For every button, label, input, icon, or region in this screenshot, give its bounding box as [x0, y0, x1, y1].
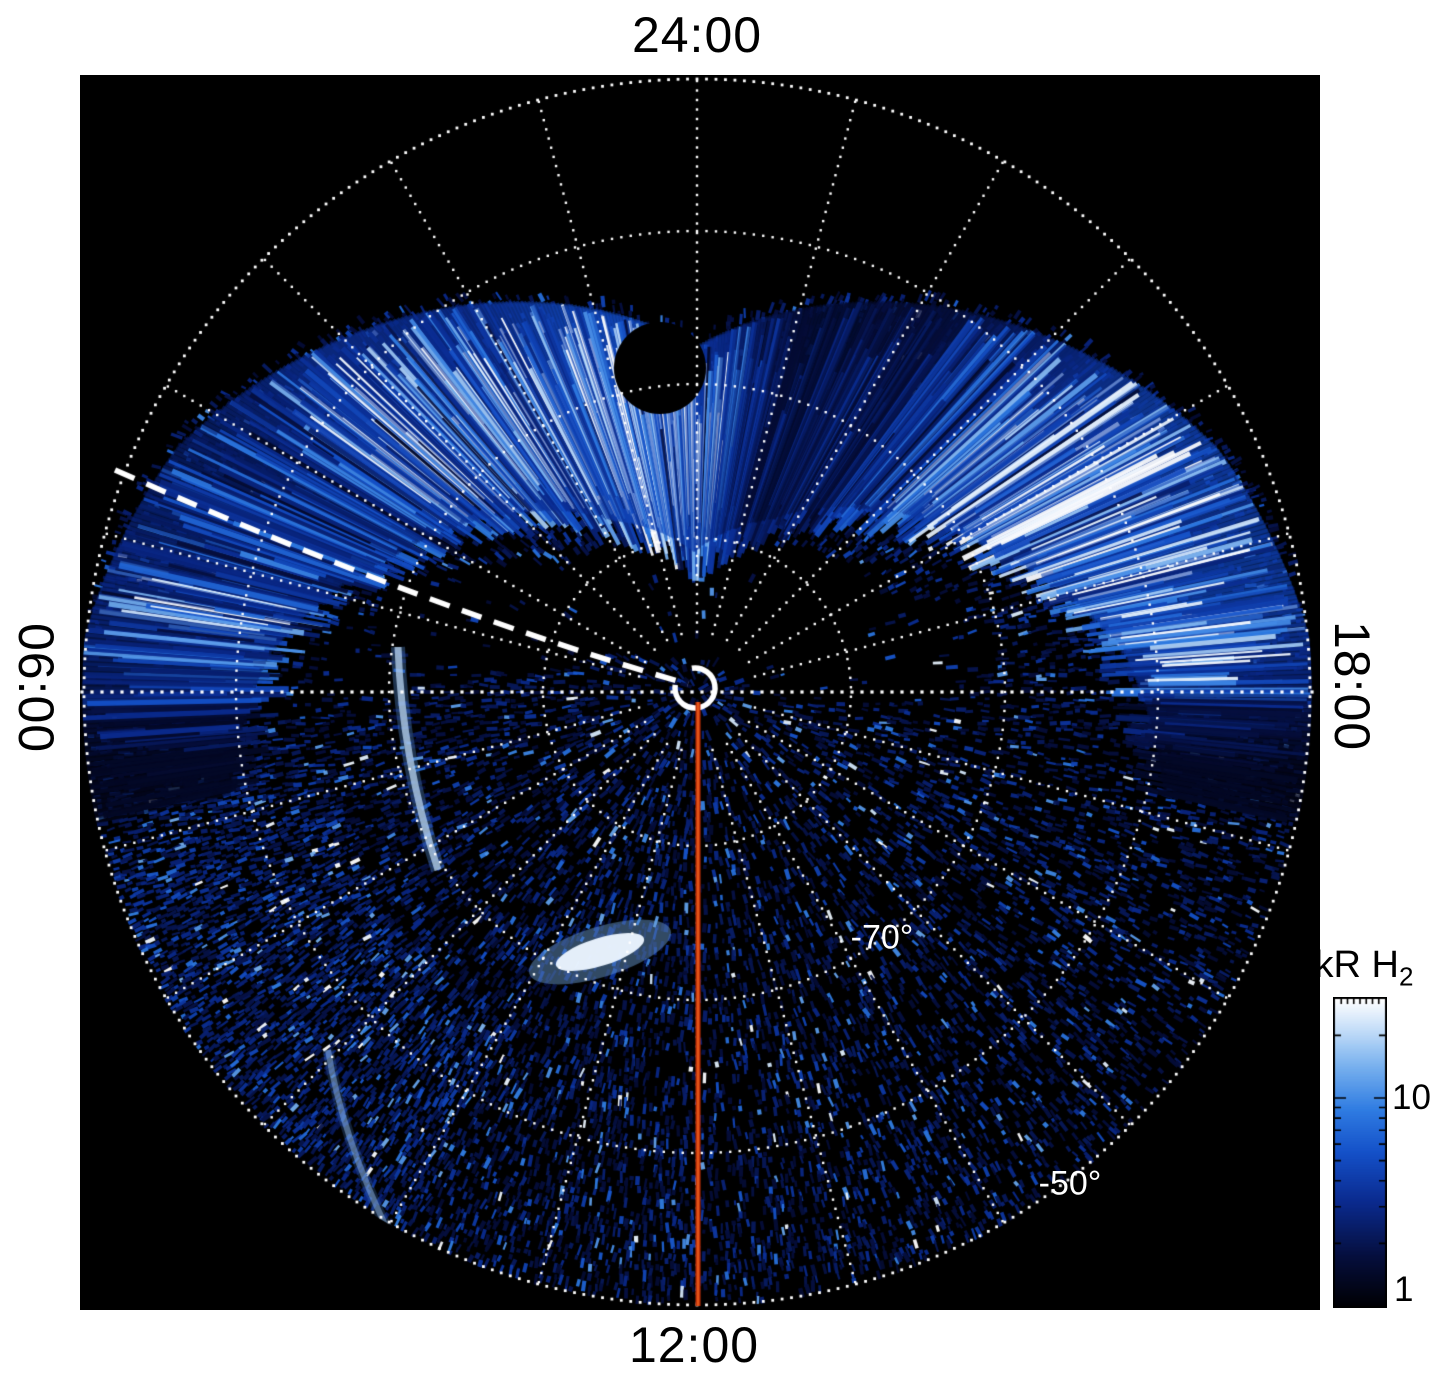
latitude-label-minus70: -70° — [850, 918, 914, 957]
colorbar-title-subscript: 2 — [1398, 961, 1414, 992]
clock-label-1800: 18:00 — [1324, 620, 1380, 752]
colorbar-title: kR H2 — [1315, 944, 1414, 993]
clock-label-0600: 06:00 — [8, 622, 64, 754]
clock-label-2400: 24:00 — [631, 7, 763, 63]
polar-aurora-map-canvas — [80, 75, 1320, 1310]
colorbar-tick-10: 10 — [1392, 1078, 1431, 1117]
colorbar-title-main: kR H — [1314, 944, 1399, 986]
latitude-label-minus50: -50° — [1038, 1164, 1102, 1203]
colorbar-tick-1: 1 — [1394, 1270, 1414, 1309]
clock-label-1200: 12:00 — [628, 1317, 760, 1373]
colorbar — [1333, 997, 1387, 1308]
